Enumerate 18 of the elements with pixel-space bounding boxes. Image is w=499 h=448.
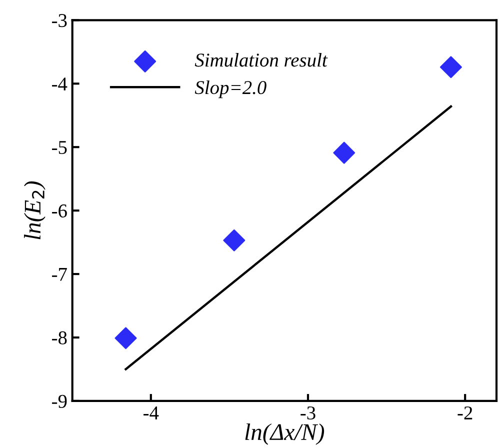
- y-tick-label: -7: [52, 268, 67, 281]
- x-tick-label: -4: [144, 406, 159, 420]
- y-tick-label: -3: [52, 14, 67, 28]
- x-tick-label: -2: [458, 406, 472, 420]
- point: [223, 229, 246, 252]
- x-axis-title: ln(Δx/N): [245, 423, 324, 445]
- legend-label: Simulation result: [194, 53, 328, 67]
- y-tick-label: -8: [52, 331, 67, 344]
- legend-label: Slop=2.0: [194, 80, 266, 98]
- x-tick-label: -3: [300, 406, 316, 420]
- y-tick-label: -4: [52, 78, 68, 90]
- y-axis-title: ln(E$_{2}$): [24, 181, 46, 240]
- point: [114, 327, 137, 350]
- y-tick-label: -6: [52, 204, 67, 218]
- point: [440, 56, 462, 78]
- point: [333, 142, 356, 164]
- y-tick-label: -9: [52, 394, 67, 408]
- y-tick-label: -5: [52, 141, 67, 154]
